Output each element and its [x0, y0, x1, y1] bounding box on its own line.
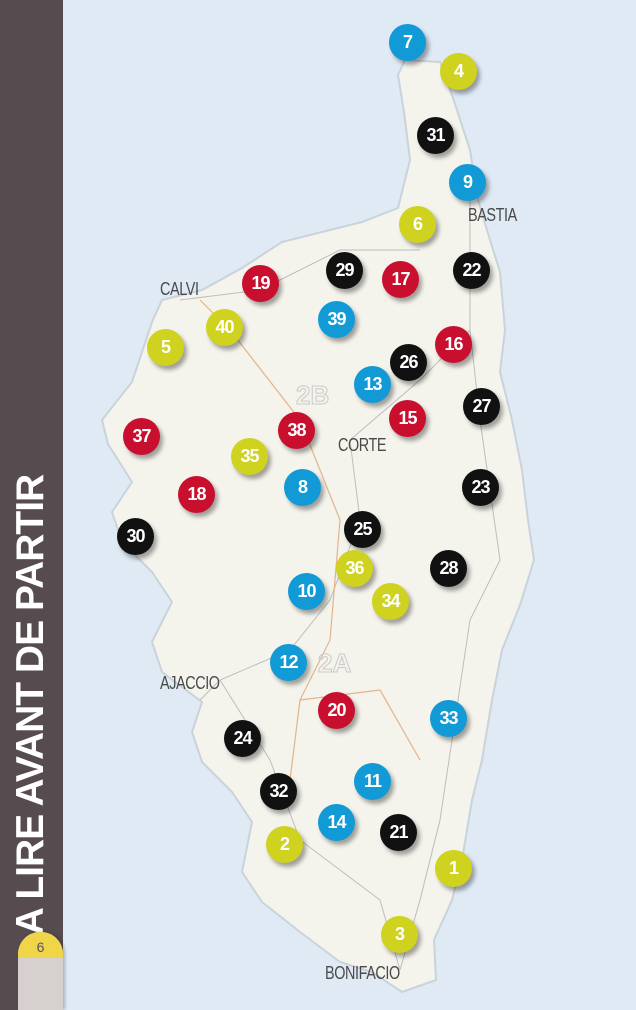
department-label: 2B [295, 380, 330, 411]
hike-marker-17[interactable]: 17 [382, 261, 419, 298]
hike-marker-15[interactable]: 15 [389, 400, 426, 437]
hike-marker-2[interactable]: 2 [266, 826, 303, 863]
hike-marker-5[interactable]: 5 [147, 329, 184, 366]
hike-marker-16[interactable]: 16 [435, 326, 472, 363]
hike-marker-10[interactable]: 10 [288, 573, 325, 610]
hike-marker-25[interactable]: 25 [344, 511, 381, 548]
hike-marker-18[interactable]: 18 [178, 476, 215, 513]
hike-marker-23[interactable]: 23 [462, 469, 499, 506]
hike-marker-40[interactable]: 40 [206, 309, 243, 346]
hike-marker-3[interactable]: 3 [381, 916, 418, 953]
hike-marker-22[interactable]: 22 [453, 252, 490, 289]
hike-marker-14[interactable]: 14 [318, 804, 355, 841]
hike-marker-9[interactable]: 9 [449, 164, 486, 201]
department-label: 2A [317, 648, 352, 679]
hike-marker-29[interactable]: 29 [326, 252, 363, 289]
hike-marker-35[interactable]: 35 [231, 438, 268, 475]
hike-marker-34[interactable]: 34 [372, 583, 409, 620]
hike-marker-33[interactable]: 33 [430, 700, 467, 737]
hike-marker-8[interactable]: 8 [284, 469, 321, 506]
hike-marker-12[interactable]: 12 [270, 644, 307, 681]
hike-marker-26[interactable]: 26 [390, 344, 427, 381]
hike-marker-31[interactable]: 31 [417, 117, 454, 154]
chapter-title: A LIRE AVANT DE PARTIR [9, 474, 52, 936]
hike-marker-39[interactable]: 39 [318, 301, 355, 338]
hike-marker-38[interactable]: 38 [278, 412, 315, 449]
hike-marker-24[interactable]: 24 [224, 720, 261, 757]
town-label-calvi: CALVI [160, 279, 199, 299]
hike-marker-7[interactable]: 7 [389, 24, 426, 61]
town-label-ajaccio: AJACCIO [160, 673, 220, 693]
town-label-bastia: BASTIA [468, 205, 517, 225]
hike-marker-20[interactable]: 20 [318, 692, 355, 729]
island-shape [100, 58, 536, 994]
chapter-sidebar: A LIRE AVANT DE PARTIR [0, 0, 63, 1010]
hike-marker-27[interactable]: 27 [463, 388, 500, 425]
hike-marker-21[interactable]: 21 [380, 814, 417, 851]
hike-marker-1[interactable]: 1 [435, 850, 472, 887]
hike-marker-19[interactable]: 19 [242, 265, 279, 302]
hike-marker-28[interactable]: 28 [430, 550, 467, 587]
town-label-bonifacio: BONIFACIO [325, 963, 400, 983]
page-tab: 6 [18, 932, 63, 1010]
hike-marker-37[interactable]: 37 [123, 418, 160, 455]
hike-marker-11[interactable]: 11 [354, 763, 391, 800]
hike-marker-4[interactable]: 4 [440, 53, 477, 90]
hike-marker-32[interactable]: 32 [260, 773, 297, 810]
hike-marker-13[interactable]: 13 [354, 366, 391, 403]
town-label-corte: CORTE [338, 435, 387, 455]
hike-marker-36[interactable]: 36 [336, 550, 373, 587]
hike-marker-30[interactable]: 30 [117, 518, 154, 555]
hike-marker-6[interactable]: 6 [399, 206, 436, 243]
